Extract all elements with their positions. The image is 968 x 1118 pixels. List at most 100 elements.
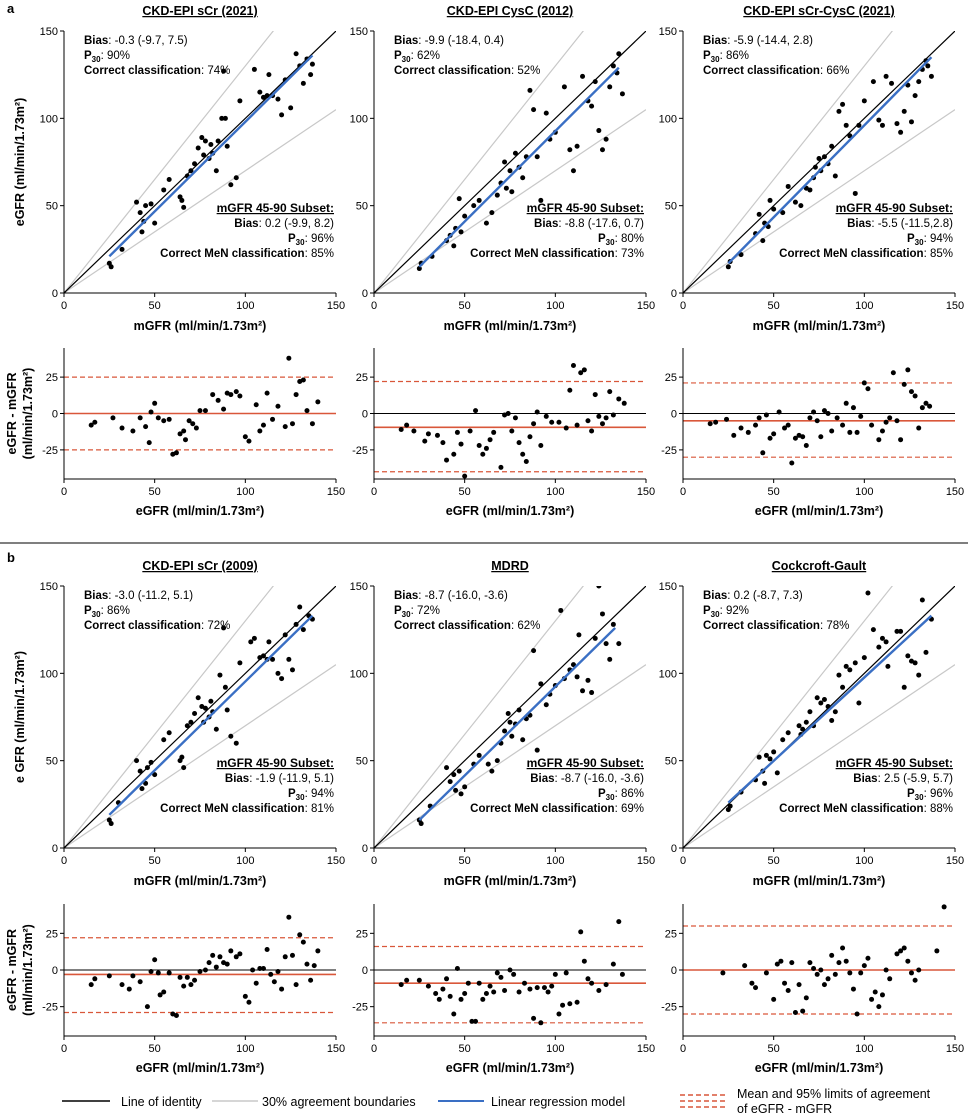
overall-stat-line-1: P30: 90% [84,50,130,64]
data-point [925,63,931,69]
overall-stat-line-1: P30: 86% [703,50,749,64]
data-point [219,115,225,121]
data-point [304,961,310,967]
data-point [270,656,276,662]
y-tick-label: 0 [362,288,368,300]
overall-stat-value-0: : -8.7 (-16.0, -3.6) [418,590,508,602]
data-point [275,403,281,409]
plot-area [374,586,646,848]
x-tick-label: 150 [637,486,655,498]
data-point [193,425,199,431]
subset-stat-value-0: : -8.8 (-17.6, 0.7) [558,218,644,230]
subset-stat-line-0: Bias: -8.7 (-16.0, -3.6) [530,773,644,785]
legend-regression-label: Linear regression model [491,1095,625,1109]
data-point [771,206,777,212]
data-point [527,87,533,93]
data-point [130,973,136,979]
y-tick-label: 150 [659,581,677,593]
data-point [923,400,929,406]
bland-altman-chart-5: -25 0 25 0 50 100 150 eGFR (ml/min/1.73m²) [352,904,655,1075]
data-point [433,990,439,996]
x-tick-label: 50 [768,300,780,312]
data-point [619,971,625,977]
data-point [928,73,934,79]
data-point [92,976,98,982]
data-point [498,464,504,470]
data-point [282,632,288,638]
data-point [767,435,773,441]
data-point [578,370,584,376]
y-tick-label: 25 [356,928,368,940]
data-point [215,138,221,144]
data-point [202,967,208,973]
data-point [166,176,172,182]
y-tick-label: 0 [671,409,677,421]
subset-stat-value-2: : 73% [615,248,644,260]
x-tick-label: 150 [946,300,964,312]
data-point [865,590,871,596]
data-point [522,980,528,986]
data-point [854,429,860,435]
data-point [767,197,773,203]
data-point [792,199,798,205]
data-point [541,985,547,991]
data-point [798,203,804,209]
overall-stat-value-0: : -9.9 (-18.4, 0.4) [418,35,504,47]
x-tick-label: 0 [680,1043,686,1055]
data-point [836,960,842,966]
scatter-chart-2: CKD-EPI CysC (2012) 00 50 50 100 100 150 150 mGF… [350,4,656,333]
y-tick-label: 150 [40,581,58,593]
data-point [840,422,846,428]
x-tick-label: 100 [546,300,564,312]
data-point [260,966,266,972]
data-point [315,399,321,405]
data-point [275,96,281,102]
data-point [780,210,786,216]
subset-stat-label-2: Correct MeN classification [779,248,923,260]
data-point [275,670,281,676]
data-point [251,635,257,641]
data-point [534,409,540,415]
data-point [589,103,595,109]
subset-stat-line-1: P30: 94% [907,233,953,247]
data-point [865,955,871,961]
data-point [574,143,580,149]
data-point [811,966,817,972]
data-point [543,110,549,116]
subset-stat-label-0: Bias [853,773,877,785]
data-point [610,961,616,967]
data-point [713,419,719,425]
data-point [589,428,595,434]
data-point [749,980,755,986]
x-axis-label: mGFR (ml/min/1.73m²) [134,319,267,333]
data-point [558,607,564,613]
data-point [887,976,893,982]
data-point [912,660,918,666]
data-point [603,641,609,647]
overall-stat-label-1: P [394,50,402,62]
subset-stat-value-1: : 96% [924,788,953,800]
data-point [509,428,515,434]
data-point [567,1001,573,1007]
chart-title: CKD-EPI sCr (2021) [142,4,257,18]
data-point [275,968,281,974]
data-point [300,627,306,633]
data-point [315,948,321,954]
data-point [785,988,791,994]
data-point [552,971,558,977]
subset-stat-label-1: P [288,233,296,245]
data-point [173,1012,179,1018]
x-tick-label: 100 [855,1043,873,1055]
data-point [217,954,223,960]
data-point [545,989,551,995]
data-point [561,84,567,90]
y-tick-label: 150 [659,26,677,38]
subset-subset-title: mGFR 45-90 Subset: [836,756,953,770]
data-point [509,189,515,195]
subset-stat-label-1: P [598,788,606,800]
data-point [161,989,167,995]
data-point [771,749,777,755]
subset-stat-value-0: : -5.5 (-11.5,2.8) [871,218,953,230]
y-tick-label: 50 [665,201,677,213]
x-tick-label: 0 [680,300,686,312]
